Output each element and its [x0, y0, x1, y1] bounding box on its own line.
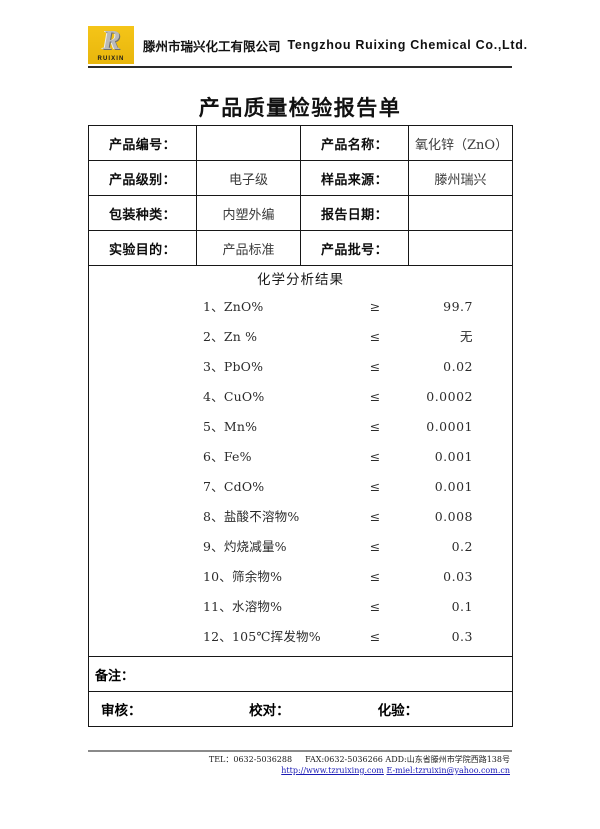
analysis-row: 10、筛余物% ≤0.03 [95, 566, 506, 596]
analysis-item-operator: ≤ [369, 389, 381, 404]
label-product-grade: 产品级别： [88, 160, 197, 196]
remark-label: 备注： [88, 656, 513, 692]
analysis-item-name: 5、Mn% [203, 419, 258, 434]
analysis-section: 化学分析结果 1、ZnO% ≥99.7 2、Zn % ≤ 无 3、PbO% ≤0.02 4、C… [88, 265, 513, 657]
analysis-item-operator: ≤ [369, 329, 381, 344]
value-package-type[interactable]: 内塑外编 [196, 195, 301, 231]
analysis-row: 2、Zn % ≤ 无 [95, 326, 506, 356]
analysis-item-name: 12、105℃挥发物% [203, 629, 321, 644]
logo-letter-r: R [102, 26, 120, 55]
signature-row: 审核： 校对： 化验： [88, 691, 513, 727]
company-name-en: Tengzhou Ruixing Chemical Co.,Ltd. [287, 38, 528, 52]
analysis-item-operator: ≤ [369, 359, 381, 374]
analysis-section-row: 化学分析结果 1、ZnO% ≥99.7 2、Zn % ≤ 无 3、PbO% ≤0.02 4、C… [88, 265, 513, 657]
analysis-row: 12、105℃挥发物% ≤0.3 [95, 626, 506, 656]
label-report-date: 报告日期： [300, 195, 409, 231]
analysis-item-operator: ≤ [369, 629, 381, 644]
value-batch-number[interactable] [408, 230, 513, 266]
footer-divider [88, 750, 512, 752]
value-product-code[interactable] [196, 125, 301, 161]
analysis-item-value: 0.008 [434, 509, 473, 524]
header-divider [88, 66, 512, 68]
analysis-item-name: 11、水溶物% [203, 599, 283, 614]
company-logo-icon: R RUIXIN [88, 26, 134, 64]
analysis-item-value: 0.1 [451, 599, 473, 614]
analysis-item-value: 0.0001 [426, 419, 473, 434]
analysis-list: 1、ZnO% ≥99.7 2、Zn % ≤ 无 3、PbO% ≤0.02 4、CuO% ≤0.0… [95, 296, 506, 656]
company-name-cn: 滕州市瑞兴化工有限公司 [143, 38, 281, 54]
analysis-item-name: 10、筛余物% [203, 569, 283, 584]
signature-check[interactable]: 校对： [249, 703, 290, 719]
footer-fax: FAX:0632-5036266 [305, 755, 383, 764]
analysis-item-name: 3、PbO% [203, 359, 264, 374]
table-row: 实验目的： 产品标准 产品批号： [88, 230, 513, 266]
label-product-name: 产品名称： [300, 125, 409, 161]
label-test-purpose: 实验目的： [88, 230, 197, 266]
analysis-item-name: 7、CdO% [203, 479, 265, 494]
analysis-item-name: 6、Fe% [203, 449, 252, 464]
analysis-item-name: 4、CuO% [203, 389, 265, 404]
footer-tel: TEL：0632-5036288 [208, 755, 293, 764]
analysis-item-operator: ≤ [369, 419, 381, 434]
analysis-row: 9、灼烧减量% ≤0.2 [95, 536, 506, 566]
analysis-item-value: 无 [459, 329, 473, 344]
value-sample-source[interactable]: 滕州瑞兴 [408, 160, 513, 196]
analysis-item-operator: ≤ [369, 539, 381, 554]
analysis-item-name: 2、Zn % [203, 329, 258, 344]
analysis-item-value: 0.001 [434, 479, 473, 494]
analysis-item-value: 0.02 [443, 359, 473, 374]
analysis-item-operator: ≤ [369, 599, 381, 614]
page-title: 产品质量检验报告单 [198, 95, 402, 120]
value-report-date[interactable] [408, 195, 513, 231]
analysis-title: 化学分析结果 [257, 272, 344, 288]
logo-wordmark: RUIXIN [97, 56, 125, 62]
analysis-row: 1、ZnO% ≥99.7 [95, 296, 506, 326]
signature-cell: 审核： 校对： 化验： [88, 691, 513, 727]
remark-row: 备注： [88, 656, 513, 692]
value-test-purpose[interactable]: 产品标准 [196, 230, 301, 266]
footer-address: ADD:山东省滕州市学院西路138号 [385, 755, 510, 764]
signature-audit[interactable]: 审核： [101, 703, 142, 719]
signature-assay[interactable]: 化验： [377, 703, 419, 719]
analysis-item-value: 0.001 [434, 449, 473, 464]
analysis-row: 6、Fe% ≤0.001 [95, 446, 506, 476]
analysis-item-value: 99.7 [443, 299, 473, 314]
label-sample-source: 样品来源： [300, 160, 409, 196]
analysis-item-value: 0.3 [451, 629, 473, 644]
analysis-row: 3、PbO% ≤0.02 [95, 356, 506, 386]
letterhead: R RUIXIN 滕州市瑞兴化工有限公司 Tengzhou Ruixing Ch… [88, 24, 527, 66]
analysis-item-value: 0.0002 [426, 389, 473, 404]
label-package-type: 包装种类： [88, 195, 197, 231]
analysis-item-operator: ≥ [369, 299, 381, 314]
analysis-row: 7、CdO% ≤0.001 [95, 476, 506, 506]
analysis-row: 11、水溶物% ≤0.1 [95, 596, 506, 626]
analysis-item-operator: ≤ [369, 479, 381, 494]
analysis-row: 5、Mn% ≤0.0001 [95, 416, 506, 446]
analysis-row: 8、盐酸不溶物% ≤0.008 [95, 506, 506, 536]
footer-contact: TEL：0632-5036288 FAX:0632-5036266 ADD:山东… [88, 754, 512, 776]
table-row: 产品编号： 产品名称： 氧化锌（ZnO） [88, 125, 513, 161]
footer-website-link[interactable]: http://www.tzruixing.com [281, 766, 384, 775]
analysis-item-value: 0.2 [451, 539, 473, 554]
analysis-item-name: 8、盐酸不溶物% [203, 509, 300, 524]
footer-email-link[interactable]: E-miel:tzruixin@yahoo.com.cn [386, 766, 510, 775]
label-product-code: 产品编号： [88, 125, 197, 161]
table-row: 产品级别： 电子级 样品来源： 滕州瑞兴 [88, 160, 513, 196]
analysis-row: 4、CuO% ≤0.0002 [95, 386, 506, 416]
value-product-name[interactable]: 氧化锌（ZnO） [408, 125, 513, 161]
analysis-item-operator: ≤ [369, 509, 381, 524]
analysis-item-value: 0.03 [443, 569, 473, 584]
analysis-item-operator: ≤ [369, 569, 381, 584]
label-batch-number: 产品批号： [300, 230, 409, 266]
table-row: 包装种类： 内塑外编 报告日期： [88, 195, 513, 231]
analysis-item-name: 9、灼烧减量% [203, 539, 287, 554]
analysis-item-name: 1、ZnO% [203, 299, 264, 314]
value-product-grade[interactable]: 电子级 [196, 160, 301, 196]
report-table: 产品编号： 产品名称： 氧化锌（ZnO） 产品级别： 电子级 样品来源： 滕州瑞… [88, 125, 513, 727]
analysis-item-operator: ≤ [369, 449, 381, 464]
